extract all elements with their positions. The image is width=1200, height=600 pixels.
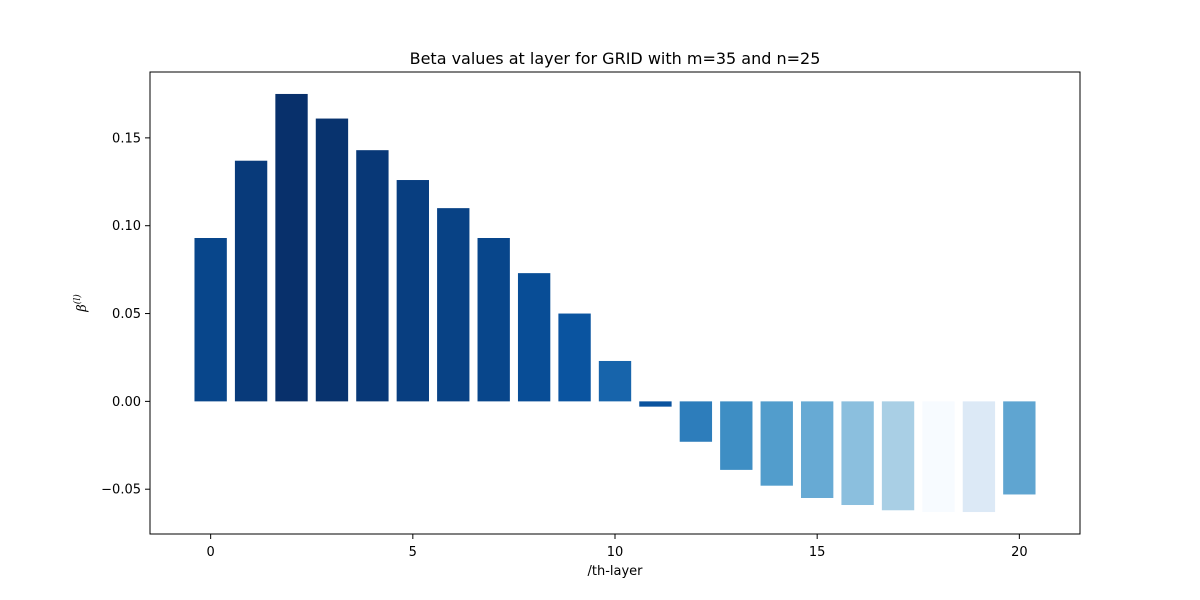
bar-layer-18: [922, 401, 955, 513]
bar-layer-20: [1003, 401, 1036, 495]
y-tick-label: 0.10: [112, 219, 141, 234]
bar-layer-10: [598, 360, 632, 402]
x-tick-label: 20: [1011, 545, 1028, 560]
y-tick-label: 0.00: [112, 395, 141, 410]
y-tick-label: 0.05: [112, 307, 141, 322]
bar-layer-0: [194, 238, 227, 402]
bar-layer-17: [881, 401, 915, 511]
bar-layer-6: [437, 208, 470, 402]
chart-title: Beta values at layer for GRID with m=35 …: [410, 49, 821, 68]
bar-layer-5: [396, 180, 429, 402]
bar-layer-19: [962, 401, 996, 513]
bar-layer-16: [841, 401, 874, 506]
bar-layer-15: [801, 401, 834, 498]
bar-layer-14: [760, 401, 793, 486]
bar-layer-4: [356, 150, 389, 402]
bar-layer-9: [558, 313, 591, 402]
bar-layer-12: [679, 401, 713, 442]
x-tick-label: 15: [809, 545, 826, 560]
bar-layer-8: [517, 273, 551, 402]
x-tick-label: 5: [409, 545, 417, 560]
bar-layer-13: [720, 401, 753, 470]
x-axis-label: /th-layer: [587, 564, 643, 579]
y-axis-label: β(l): [72, 294, 90, 313]
bar-layer-11: [639, 401, 672, 407]
bar-layer-1: [234, 160, 268, 402]
y-tick-label: −0.05: [101, 483, 141, 498]
bars-group: [194, 93, 1036, 513]
x-tick-label: 10: [607, 545, 624, 560]
bar-layer-7: [477, 238, 510, 402]
x-axis-ticks: 0 5 10 15 20: [207, 534, 1028, 560]
bar-layer-2: [275, 93, 308, 402]
bar-layer-3: [315, 118, 349, 402]
x-tick-label: 0: [207, 545, 215, 560]
y-axis-ticks: −0.05 0.00 0.05 0.10 0.15: [101, 131, 150, 498]
y-tick-label: 0.15: [112, 131, 141, 146]
